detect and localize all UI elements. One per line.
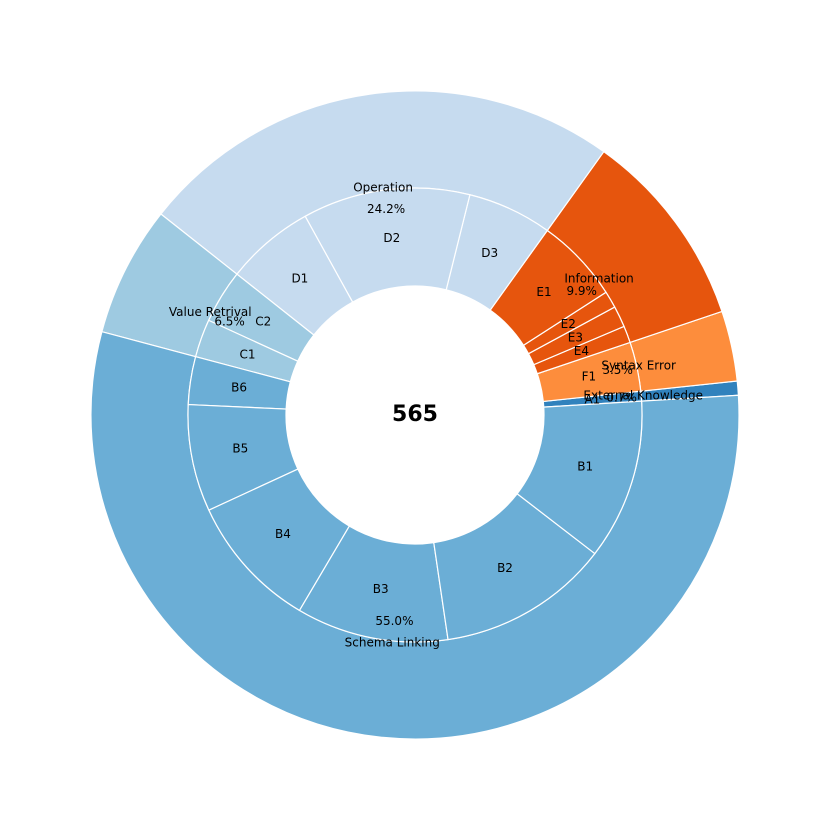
inner-label-d3: D3 bbox=[481, 246, 498, 260]
inner-label-e1: E1 bbox=[536, 285, 551, 299]
inner-label-c2: C2 bbox=[255, 315, 271, 329]
outer-label-syntax-error: Syntax Error bbox=[601, 359, 676, 373]
inner-label-d1: D1 bbox=[291, 272, 308, 286]
outer-label-schema-linking: Schema Linking bbox=[345, 635, 440, 649]
percent-label-information: 9.9% bbox=[566, 284, 597, 298]
outer-label-value-retrival: Value Retrival bbox=[169, 305, 252, 319]
inner-label-b5: B5 bbox=[232, 442, 248, 456]
percent-label-external-knowledge: 0.7% bbox=[606, 390, 637, 404]
center-total-label: 565 bbox=[392, 402, 438, 427]
inner-label-c1: C1 bbox=[239, 347, 255, 361]
inner-label-a1: A1 bbox=[584, 393, 600, 407]
outer-label-operation: Operation bbox=[353, 181, 413, 195]
outer-label-external-knowledge: External Knowledge bbox=[583, 388, 703, 402]
inner-label-b4: B4 bbox=[275, 527, 291, 541]
center-hole bbox=[286, 286, 544, 544]
outer-ring bbox=[90, 90, 740, 740]
inner-label-b2: B2 bbox=[497, 561, 513, 575]
inner-label-d2: D2 bbox=[383, 231, 400, 245]
inner-label-e3: E3 bbox=[568, 330, 583, 344]
percent-label-value-retrival: 6.5% bbox=[214, 315, 245, 329]
inner-label-b3: B3 bbox=[373, 582, 389, 596]
percent-label-operation: 24.2% bbox=[367, 202, 405, 216]
inner-label-f1: F1 bbox=[582, 369, 597, 383]
outer-label-information: Information bbox=[564, 271, 633, 285]
percent-label-syntax-error: 3.5% bbox=[602, 363, 633, 377]
inner-label-e2: E2 bbox=[561, 317, 576, 331]
inner-label-e4: E4 bbox=[574, 344, 589, 358]
inner-label-b6: B6 bbox=[231, 380, 247, 394]
percent-label-schema-linking: 55.0% bbox=[375, 614, 413, 628]
inner-label-b1: B1 bbox=[577, 460, 593, 474]
